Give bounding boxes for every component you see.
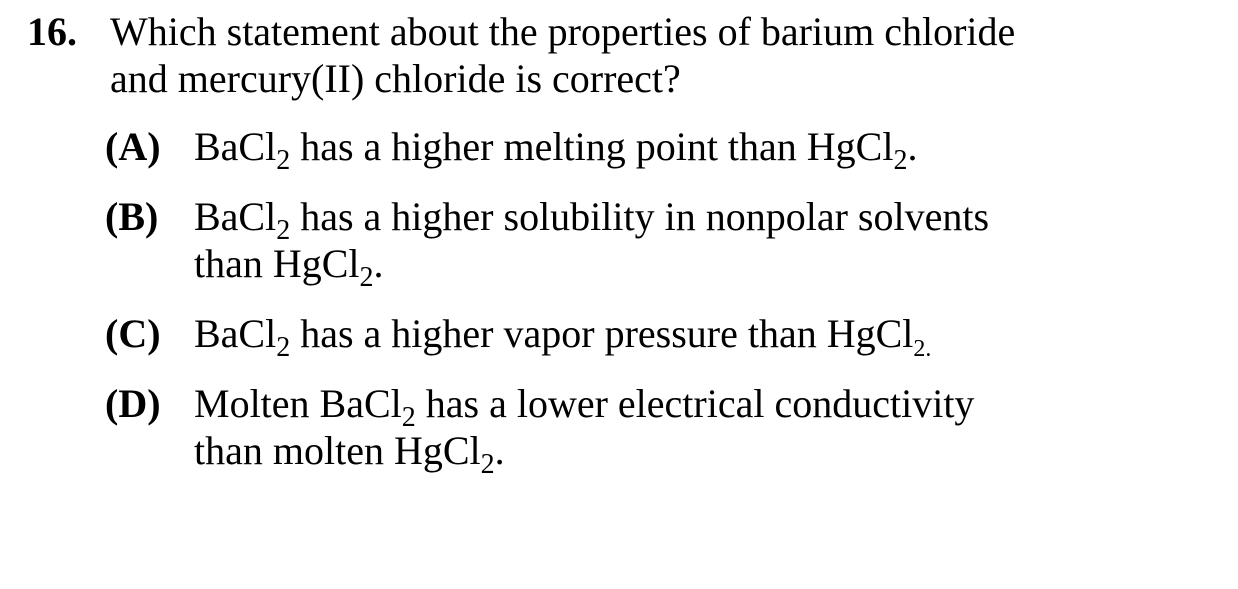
option-text-run: BaCl (194, 311, 277, 356)
option-text-run: . (494, 428, 505, 473)
option-text: BaCl2 has a higher vapor pressure than H… (194, 310, 1217, 362)
option-text-run: BaCl (194, 194, 277, 239)
option-text-run: has a lower electrical conductivity (415, 381, 975, 426)
option-d[interactable]: (D) Molten BaCl2 has a lower electrical … (105, 380, 1217, 479)
question-block: 16. Which statement about the properties… (27, 8, 1217, 497)
option-text-run: Molten BaCl (194, 381, 402, 426)
option-text-line: BaCl2 has a higher melting point than Hg… (194, 123, 1217, 175)
option-text-run: than molten HgCl (194, 428, 481, 473)
subscript: 2 (893, 145, 908, 176)
question-stem-line-2: and mercury(II) chloride is correct? (110, 56, 681, 101)
option-text: BaCl2 has a higher melting point than Hg… (194, 123, 1217, 175)
option-text: BaCl2 has a higher solubility in nonpola… (194, 193, 1217, 292)
option-text-run: . (907, 124, 918, 169)
option-letter: (C) (105, 311, 161, 356)
option-text-run: BaCl (194, 124, 277, 169)
subscript: 2 (276, 215, 291, 246)
option-text-line: Molten BaCl2 has a lower electrical cond… (194, 380, 1217, 432)
option-text-line: than HgCl2. (194, 240, 1217, 292)
option-text: Molten BaCl2 has a lower electrical cond… (194, 380, 1217, 479)
subscript: 2 (480, 449, 495, 480)
option-text-run: has a higher solubility in nonpolar solv… (290, 194, 990, 239)
option-text-run: has a higher melting point than HgCl (290, 124, 894, 169)
option-letter: (B) (105, 194, 159, 239)
option-text-line: BaCl2 has a higher solubility in nonpola… (194, 193, 1217, 245)
option-text-run: has a higher vapor pressure than HgCl (290, 311, 914, 356)
option-text-run: . (373, 241, 384, 286)
subscript: 2 (276, 332, 291, 363)
option-letter: (D) (105, 381, 161, 426)
answer-options: (A) BaCl2 has a higher melting point tha… (27, 123, 1217, 479)
option-a[interactable]: (A) BaCl2 has a higher melting point tha… (105, 123, 1217, 175)
question-header: 16. Which statement about the properties… (27, 8, 1217, 102)
option-text-run: than HgCl (194, 241, 360, 286)
question-number: 16. (27, 9, 77, 54)
option-letter: (A) (105, 124, 161, 169)
question-stem-line-1: Which statement about the properties of … (110, 9, 1016, 54)
question-stem: Which statement about the properties of … (110, 8, 1217, 102)
option-text-line: BaCl2 has a higher vapor pressure than H… (194, 310, 1217, 362)
subscript: 2. (913, 336, 932, 362)
option-b[interactable]: (B) BaCl2 has a higher solubility in non… (105, 193, 1217, 292)
subscript: 2 (359, 262, 374, 293)
option-text-line: than molten HgCl2. (194, 427, 1217, 479)
subscript: 2 (401, 402, 416, 433)
subscript: 2 (276, 145, 291, 176)
option-c[interactable]: (C) BaCl2 has a higher vapor pressure th… (105, 310, 1217, 362)
